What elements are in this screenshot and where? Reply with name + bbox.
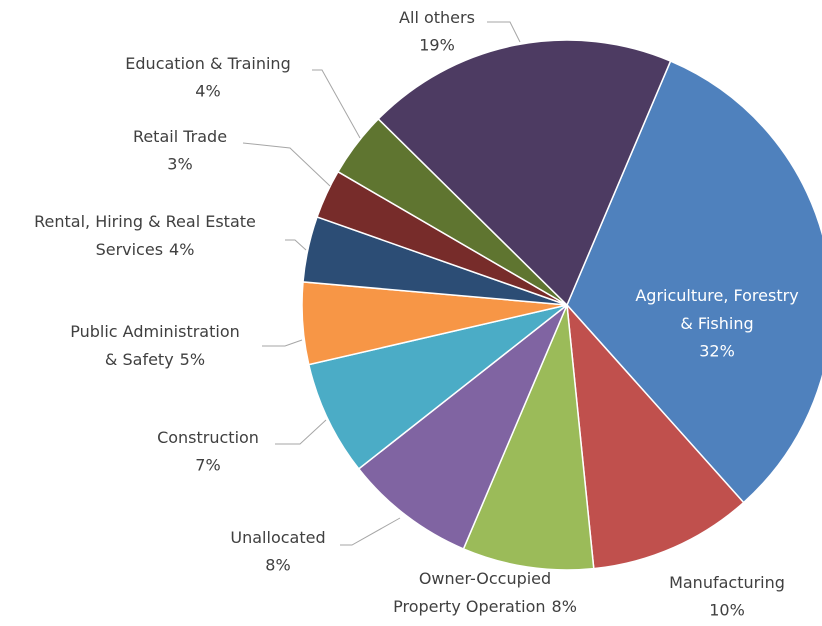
data-label: Construction 7% bbox=[157, 428, 259, 475]
value-label: 7% bbox=[195, 456, 220, 475]
category-line: Unallocated bbox=[230, 528, 325, 547]
category-label: Rental, Hiring & Real Estate Services 4% bbox=[34, 212, 256, 259]
pie-slice bbox=[377, 39, 672, 307]
category-label: Unallocated bbox=[230, 528, 325, 547]
category-line: Owner-Occupied bbox=[419, 569, 551, 588]
pie-slice bbox=[307, 304, 568, 470]
category-line: Manufacturing bbox=[669, 573, 785, 592]
data-label: Public Administration & Safety 5% bbox=[70, 322, 240, 369]
leader-line bbox=[340, 517, 401, 546]
value-label: 4% bbox=[195, 82, 220, 101]
category-line: Construction bbox=[157, 428, 259, 447]
category-line: All others bbox=[399, 8, 475, 27]
category-label: Owner-Occupied Property Operation 8% bbox=[393, 569, 577, 616]
leader-line bbox=[487, 21, 521, 43]
data-label: Unallocated 8% bbox=[230, 528, 325, 575]
value-label: 3% bbox=[167, 155, 192, 174]
category-label: Retail Trade bbox=[133, 127, 227, 146]
category-line: & Safety bbox=[105, 350, 174, 369]
value-label: 4% bbox=[169, 240, 194, 259]
value-label: 19% bbox=[419, 36, 455, 55]
category-line: Education & Training bbox=[125, 54, 290, 73]
value-label: 32% bbox=[699, 342, 735, 361]
data-label: Owner-Occupied Property Operation 8% bbox=[393, 569, 577, 616]
data-label: Rental, Hiring & Real Estate Services 4% bbox=[34, 212, 256, 259]
category-label: Manufacturing bbox=[669, 573, 785, 592]
data-label: Retail Trade 3% bbox=[133, 127, 227, 174]
value-label: 8% bbox=[265, 556, 290, 575]
value-label: 10% bbox=[709, 601, 745, 620]
pie-slice bbox=[357, 304, 568, 550]
category-line: Rental, Hiring & Real Estate bbox=[34, 212, 256, 231]
leader-line bbox=[285, 239, 307, 251]
leader-line bbox=[242, 142, 331, 187]
category-line: Public Administration bbox=[70, 322, 240, 341]
value-label: 8% bbox=[552, 597, 577, 616]
category-line: Property Operation bbox=[393, 597, 545, 616]
data-label: Agriculture, Forestry & Fishing 32% bbox=[635, 286, 798, 361]
category-label: Public Administration & Safety 5% bbox=[70, 322, 240, 369]
leader-line bbox=[312, 69, 361, 139]
category-label: All others bbox=[399, 8, 475, 27]
data-label: All others 19% bbox=[399, 8, 475, 55]
value-label: 5% bbox=[180, 350, 205, 369]
pie-slice bbox=[462, 304, 595, 571]
pie-slice bbox=[566, 60, 822, 504]
category-label: Construction bbox=[157, 428, 259, 447]
category-line: Agriculture, Forestry bbox=[635, 286, 798, 305]
category-line: Retail Trade bbox=[133, 127, 227, 146]
leader-line bbox=[262, 339, 303, 347]
category-line: Services bbox=[96, 240, 163, 259]
pie-slice bbox=[566, 302, 745, 570]
category-line: & Fishing bbox=[680, 314, 753, 333]
data-label: Manufacturing 10% bbox=[669, 573, 785, 620]
category-label: Education & Training bbox=[125, 54, 290, 73]
category-label: Agriculture, Forestry & Fishing bbox=[635, 286, 798, 333]
data-label: Education & Training 4% bbox=[125, 54, 290, 101]
leader-line bbox=[275, 419, 327, 445]
